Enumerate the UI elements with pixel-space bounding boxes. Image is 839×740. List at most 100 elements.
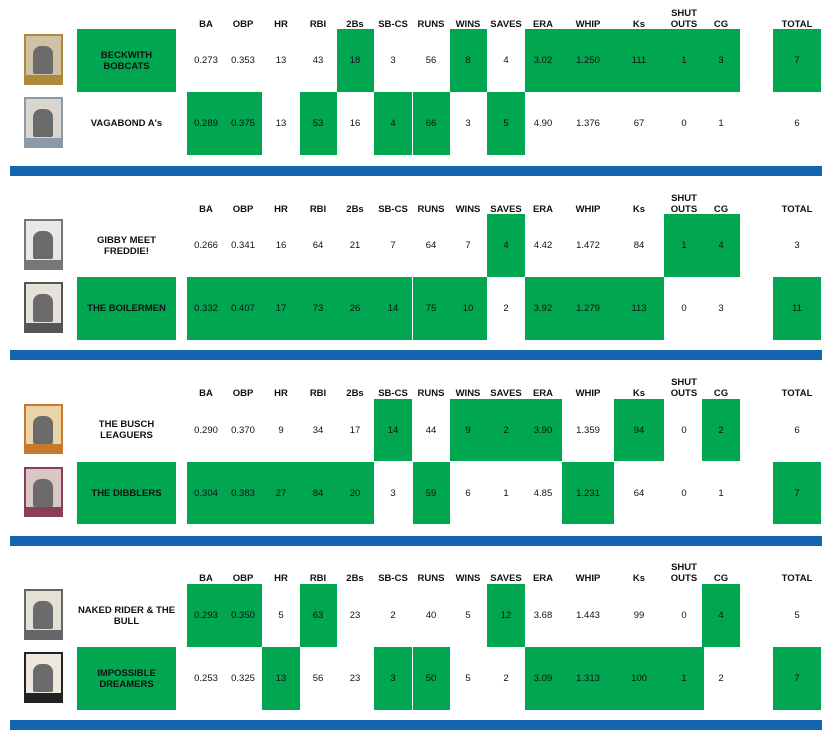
card-band <box>26 75 61 83</box>
column-header-ks: Ks <box>632 388 646 399</box>
total-score-cell: 11 <box>773 277 821 340</box>
column-header-runs: RUNS <box>417 388 445 399</box>
column-header-2bs: 2Bs <box>346 388 364 399</box>
column-header-whip: WHIP <box>575 204 601 215</box>
team-name: VAGABOND A's <box>90 118 163 129</box>
stat-cell-obp: 0.383 <box>224 462 262 524</box>
stat-cell-shutouts: 1 <box>664 29 704 92</box>
stat-cell-saves: 4 <box>487 214 525 277</box>
stat-cell-era: 4.85 <box>533 487 553 499</box>
team-name: IMPOSSIBLE DREAMERS <box>77 647 176 710</box>
column-header-hr: HR <box>274 204 288 215</box>
column-header-sbcs: SB-CS <box>378 388 408 399</box>
stat-cell-shutouts: 0 <box>681 303 687 314</box>
team-card-image <box>24 282 63 333</box>
stat-cell-era: 3.68 <box>533 610 553 621</box>
stat-cell-sbcs: 3 <box>374 647 412 710</box>
stat-cell-ks: 111 <box>614 29 664 92</box>
player-figure <box>33 664 53 692</box>
stat-cell-saves: 12 <box>487 584 525 647</box>
stat-cell-saves: 2 <box>503 303 509 314</box>
stat-cell-era: 3.02 <box>524 29 562 92</box>
matchup-divider <box>10 536 822 546</box>
stat-cell-2bs: 20 <box>336 462 374 524</box>
total-score-cell: 3 <box>794 240 800 251</box>
stat-cell-runs: 44 <box>425 424 437 436</box>
stat-cell-2bs: 21 <box>349 240 361 251</box>
stat-cell-era: 3.92 <box>524 277 562 340</box>
team-card-image <box>24 589 63 640</box>
column-header-ba: BA <box>199 204 213 215</box>
stat-cell-runs: 64 <box>425 240 437 251</box>
stat-cell-wins: 3 <box>465 118 471 129</box>
team-card-image <box>24 219 63 270</box>
stat-cell-saves: 1 <box>503 487 509 499</box>
stat-cell-hr: 27 <box>262 462 300 524</box>
column-header-obp: OBP <box>232 204 254 215</box>
team-name: THE BUSCH LEAGUERS <box>98 419 155 441</box>
player-figure <box>33 601 53 629</box>
stat-cell-saves: 4 <box>503 55 509 66</box>
stat-cell-whip: 1.376 <box>576 118 600 129</box>
column-header-rbi: RBI <box>309 388 327 399</box>
stat-cell-2bs: 26 <box>336 277 374 340</box>
stat-cell-sbcs: 4 <box>374 92 412 155</box>
column-header-cg: CG <box>713 573 729 584</box>
total-score-cell: 7 <box>773 29 821 92</box>
stat-cell-wins: 10 <box>449 277 487 340</box>
stat-cell-shutouts: 0 <box>681 424 687 436</box>
team-card-image <box>24 97 63 148</box>
stat-cell-ks: 94 <box>614 399 664 461</box>
stat-cell-cg: 1 <box>718 118 724 129</box>
column-header-hr: HR <box>274 573 288 584</box>
stat-cell-hr: 16 <box>275 240 287 251</box>
player-figure <box>33 416 53 444</box>
stat-cell-whip: 1.472 <box>576 240 600 251</box>
stat-cell-ba: 0.290 <box>194 424 218 436</box>
stat-cell-hr: 5 <box>278 610 284 621</box>
column-header-wins: WINS <box>455 573 481 584</box>
stat-cell-wins: 7 <box>465 240 471 251</box>
team-name: GIBBY MEET FREDDIE! <box>97 234 156 257</box>
stat-cell-ba: 0.253 <box>194 673 218 684</box>
column-header-sbcs: SB-CS <box>378 19 408 30</box>
stat-cell-ba: 0.332 <box>187 277 225 340</box>
stat-cell-shutouts: 0 <box>681 610 687 621</box>
stat-cell-runs: 75 <box>412 277 450 340</box>
card-band <box>26 507 61 515</box>
column-header-cg: CG <box>713 19 729 30</box>
column-header-obp: OBP <box>232 388 254 399</box>
stat-cell-whip: 1.250 <box>562 29 614 92</box>
column-header-rbi: RBI <box>309 204 327 215</box>
column-header-rbi: RBI <box>309 19 327 30</box>
card-band <box>26 630 61 638</box>
stat-cell-wins: 5 <box>465 673 471 684</box>
stat-cell-whip: 1.313 <box>562 647 614 710</box>
stat-cell-wins: 5 <box>465 610 471 621</box>
team-card-image <box>24 34 63 85</box>
stat-cell-rbi: 64 <box>312 240 324 251</box>
player-figure <box>33 46 53 74</box>
stat-cell-wins: 8 <box>449 29 487 92</box>
total-score-cell: 6 <box>794 118 800 129</box>
stat-cell-2bs: 23 <box>349 673 361 684</box>
stat-cell-sbcs: 3 <box>390 55 396 66</box>
stat-cell-ba: 0.289 <box>187 92 225 155</box>
stat-cell-saves: 5 <box>487 92 525 155</box>
column-header-wins: WINS <box>455 388 481 399</box>
stat-cell-ks: 99 <box>633 610 645 621</box>
column-header-runs: RUNS <box>417 573 445 584</box>
column-header-ba: BA <box>199 19 213 30</box>
column-header-whip: WHIP <box>575 573 601 584</box>
stat-cell-2bs: 17 <box>349 424 361 436</box>
stat-cell-2bs: 18 <box>336 29 374 92</box>
column-header-sbcs: SB-CS <box>378 204 408 215</box>
total-score-cell: 6 <box>794 424 800 436</box>
stat-cell-runs: 66 <box>412 92 450 155</box>
team-card-image <box>24 467 63 517</box>
stat-cell-shutouts: 0 <box>681 487 687 499</box>
column-header-obp: OBP <box>232 19 254 30</box>
stat-cell-rbi: 34 <box>312 424 324 436</box>
stat-cell-cg: 3 <box>718 303 724 314</box>
stat-cell-obp: 0.350 <box>224 584 262 647</box>
